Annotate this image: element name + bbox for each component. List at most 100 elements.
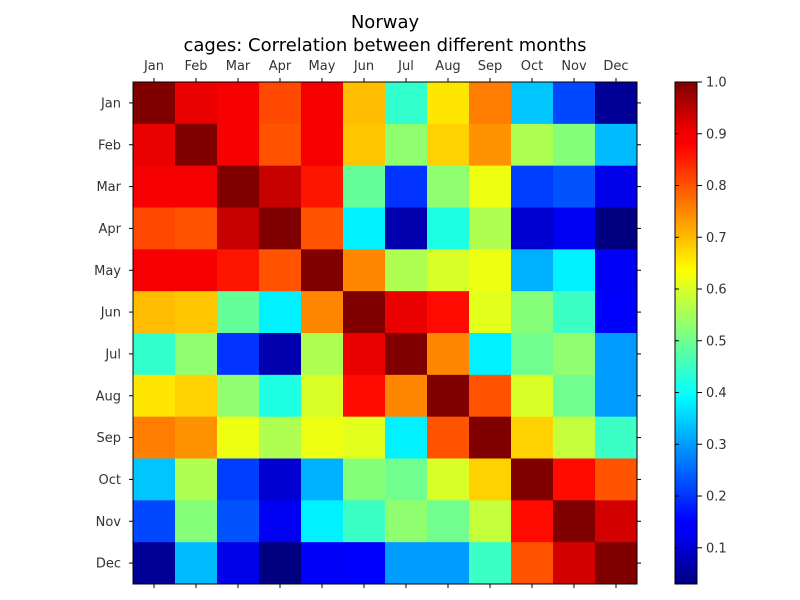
colorbar-segment bbox=[675, 538, 697, 542]
colorbar-segment bbox=[675, 147, 697, 151]
heatmap-cell bbox=[175, 374, 218, 418]
colorbar-tick-label: 0.6 bbox=[706, 283, 727, 298]
colorbar-segment bbox=[675, 513, 697, 517]
colorbar-segment bbox=[675, 430, 697, 434]
heatmap-cell bbox=[301, 542, 344, 585]
colorbar-segment bbox=[675, 292, 697, 296]
x-tick-label: Nov bbox=[561, 59, 587, 74]
colorbar-segment bbox=[675, 581, 697, 585]
colorbar-segment bbox=[675, 162, 697, 166]
y-tick-label: Jan bbox=[100, 96, 121, 111]
colorbar-segment bbox=[675, 189, 697, 193]
colorbar-segment bbox=[675, 418, 697, 422]
heatmap-cell bbox=[175, 82, 218, 125]
colorbar-segment bbox=[675, 343, 697, 347]
colorbar-segment bbox=[675, 235, 697, 239]
heatmap-cell bbox=[133, 123, 176, 167]
colorbar-segment bbox=[675, 210, 697, 214]
y-tick-label: Jul bbox=[104, 347, 121, 362]
heatmap-cell bbox=[595, 82, 638, 125]
colorbar-segment bbox=[675, 511, 697, 515]
colorbar-segment bbox=[675, 267, 697, 271]
colorbar-segment bbox=[675, 573, 697, 577]
colorbar-segment bbox=[675, 97, 697, 101]
heatmap-cell bbox=[469, 82, 512, 125]
heatmap-cell bbox=[553, 249, 596, 292]
colorbar-segment bbox=[675, 578, 697, 582]
heatmap-cell bbox=[511, 333, 554, 376]
colorbar-segment bbox=[675, 152, 697, 156]
heatmap-cell bbox=[217, 291, 260, 334]
colorbar-segment bbox=[675, 290, 697, 294]
heatmap-cell bbox=[595, 207, 638, 250]
colorbar-segment bbox=[675, 280, 697, 284]
heatmap-cell bbox=[133, 542, 176, 585]
heatmap-cell bbox=[469, 123, 512, 167]
colorbar-segment bbox=[675, 252, 697, 256]
colorbar-segment bbox=[675, 104, 697, 108]
heatmap-cell bbox=[595, 458, 638, 501]
heatmap-cell bbox=[385, 416, 428, 459]
heatmap-cell bbox=[553, 291, 596, 334]
heatmap-cell bbox=[427, 249, 470, 292]
colorbar-segment bbox=[675, 302, 697, 306]
colorbar-segment bbox=[675, 576, 697, 580]
heatmap-cell bbox=[595, 500, 638, 543]
colorbar-segment bbox=[675, 217, 697, 221]
colorbar-segment bbox=[675, 491, 697, 495]
heatmap-cell bbox=[301, 333, 344, 376]
heatmap-cell bbox=[553, 207, 596, 250]
colorbar-segment bbox=[675, 282, 697, 286]
colorbar-tick-label: 0.8 bbox=[706, 179, 727, 194]
heatmap-cell bbox=[469, 542, 512, 585]
colorbar-segment bbox=[675, 182, 697, 186]
colorbar-segment bbox=[675, 478, 697, 482]
plot-frame bbox=[132, 81, 638, 585]
heatmap-cell bbox=[301, 500, 344, 543]
colorbar-segment bbox=[675, 350, 697, 354]
heatmap-cell bbox=[427, 207, 470, 250]
colorbar-segment bbox=[675, 207, 697, 211]
heatmap-cell bbox=[469, 416, 512, 459]
colorbar-tick-label: 0.3 bbox=[706, 438, 727, 453]
colorbar-segment bbox=[675, 345, 697, 349]
colorbar-segment bbox=[675, 528, 697, 532]
colorbar-segment bbox=[675, 199, 697, 203]
colorbar-segment bbox=[675, 164, 697, 168]
x-tick-label: Jun bbox=[353, 59, 374, 74]
colorbar-segment bbox=[675, 287, 697, 291]
heatmap-cell bbox=[175, 249, 218, 292]
heatmap-cell bbox=[469, 249, 512, 292]
colorbar-segment bbox=[675, 448, 697, 452]
heatmap-cell bbox=[553, 82, 596, 125]
colorbar-tick-label: 0.5 bbox=[706, 334, 727, 349]
heatmap-cell bbox=[217, 165, 260, 208]
heatmap-cell bbox=[301, 82, 344, 125]
heatmap-cell bbox=[427, 291, 470, 334]
colorbar-segment bbox=[675, 102, 697, 106]
colorbar-segment bbox=[675, 215, 697, 219]
colorbar: 0.1 0.2 0.3 0.4 0.5 0.6 0.7 0.8 0.9 1.0 bbox=[674, 76, 727, 585]
heatmap-cell bbox=[259, 500, 302, 543]
heatmap-cell bbox=[133, 82, 176, 125]
heatmap-cell bbox=[511, 82, 554, 125]
colorbar-segment bbox=[675, 240, 697, 244]
colorbar-segment bbox=[675, 563, 697, 567]
heatmap-cell bbox=[595, 291, 638, 334]
heatmap-cell bbox=[133, 500, 176, 543]
heatmap-cell bbox=[133, 291, 176, 334]
colorbar-segment bbox=[675, 285, 697, 289]
colorbar-segment bbox=[675, 154, 697, 158]
x-tick-label: Jan bbox=[143, 59, 164, 74]
colorbar-segment bbox=[675, 179, 697, 183]
colorbar-segment bbox=[675, 174, 697, 178]
colorbar-segment bbox=[675, 157, 697, 161]
colorbar-segment bbox=[675, 82, 697, 86]
heatmap-cell bbox=[259, 416, 302, 459]
colorbar-tick-label: 0.2 bbox=[706, 490, 727, 505]
heatmap-cell bbox=[427, 333, 470, 376]
heatmap-cell bbox=[511, 165, 554, 208]
colorbar-segment bbox=[675, 488, 697, 492]
colorbar-frame bbox=[674, 81, 698, 585]
